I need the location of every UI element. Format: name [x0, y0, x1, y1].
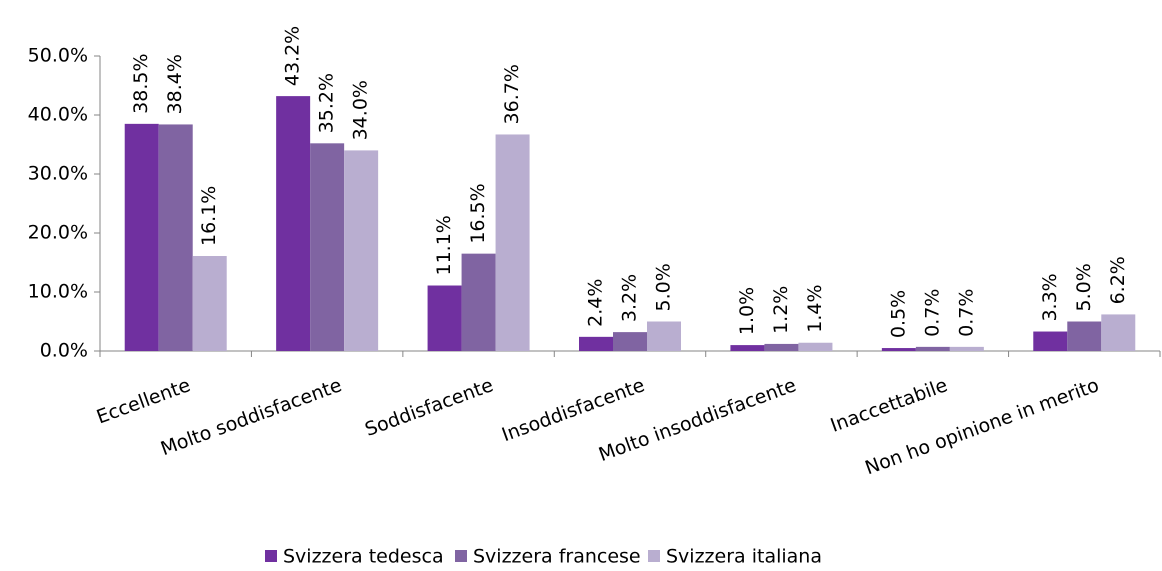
- x-tick-label: Eccellente: [94, 374, 194, 428]
- bar: [1067, 321, 1102, 351]
- bar: [764, 343, 799, 351]
- bar: [949, 346, 984, 351]
- bar: [124, 123, 159, 351]
- data-label: 11.1%: [433, 215, 455, 275]
- data-label: 3.3%: [1039, 273, 1061, 321]
- bar: [730, 345, 765, 351]
- bar: [1033, 331, 1068, 351]
- data-label: 0.7%: [921, 289, 943, 337]
- bar: [915, 346, 950, 351]
- bar: [276, 96, 311, 352]
- data-label: 38.5%: [130, 53, 152, 113]
- data-label: 1.4%: [804, 284, 826, 332]
- data-label: 16.5%: [467, 183, 489, 243]
- y-tick-label: 20.0%: [28, 222, 88, 244]
- legend-swatch: [265, 550, 277, 562]
- data-label: 5.0%: [653, 263, 675, 311]
- bar: [310, 143, 345, 351]
- data-label: 16.1%: [198, 186, 220, 246]
- data-label: 0.7%: [955, 289, 977, 337]
- data-label: 35.2%: [316, 73, 338, 133]
- bar: [344, 150, 379, 351]
- legend-label: Svizzera francese: [473, 546, 641, 568]
- y-tick-label: 50.0%: [28, 45, 88, 67]
- bar: [798, 342, 833, 351]
- bar: [579, 336, 613, 351]
- legend-label: Svizzera tedesca: [283, 546, 444, 568]
- bar: [495, 134, 530, 351]
- data-label: 0.5%: [887, 290, 909, 338]
- bar: [192, 256, 227, 351]
- y-tick-label: 0.0%: [40, 340, 88, 362]
- y-tick-label: 40.0%: [28, 104, 88, 126]
- data-label: 5.0%: [1073, 263, 1095, 311]
- data-label: 36.7%: [501, 64, 523, 124]
- data-label: 38.4%: [164, 54, 186, 114]
- bar: [613, 332, 647, 351]
- bar: [881, 348, 916, 351]
- data-label: 34.0%: [350, 80, 372, 140]
- y-tick-label: 10.0%: [28, 281, 88, 303]
- data-label: 2.4%: [585, 279, 607, 327]
- legend-swatch: [455, 550, 467, 562]
- data-label: 6.2%: [1107, 256, 1129, 304]
- bar: [461, 253, 496, 351]
- data-label: 1.2%: [770, 286, 792, 334]
- legend-label: Svizzera italiana: [666, 546, 822, 568]
- data-label: 43.2%: [282, 26, 304, 86]
- bar: [158, 124, 193, 351]
- bar: [427, 285, 462, 351]
- data-label: 3.2%: [619, 274, 641, 322]
- y-tick-label: 30.0%: [28, 163, 88, 185]
- x-tick-label: Inaccettabile: [828, 374, 951, 437]
- legend-swatch: [648, 550, 660, 562]
- data-label: 1.0%: [736, 287, 758, 335]
- bar: [647, 321, 681, 351]
- bar: [1101, 314, 1136, 351]
- x-tick-label: Soddisfacente: [362, 374, 496, 441]
